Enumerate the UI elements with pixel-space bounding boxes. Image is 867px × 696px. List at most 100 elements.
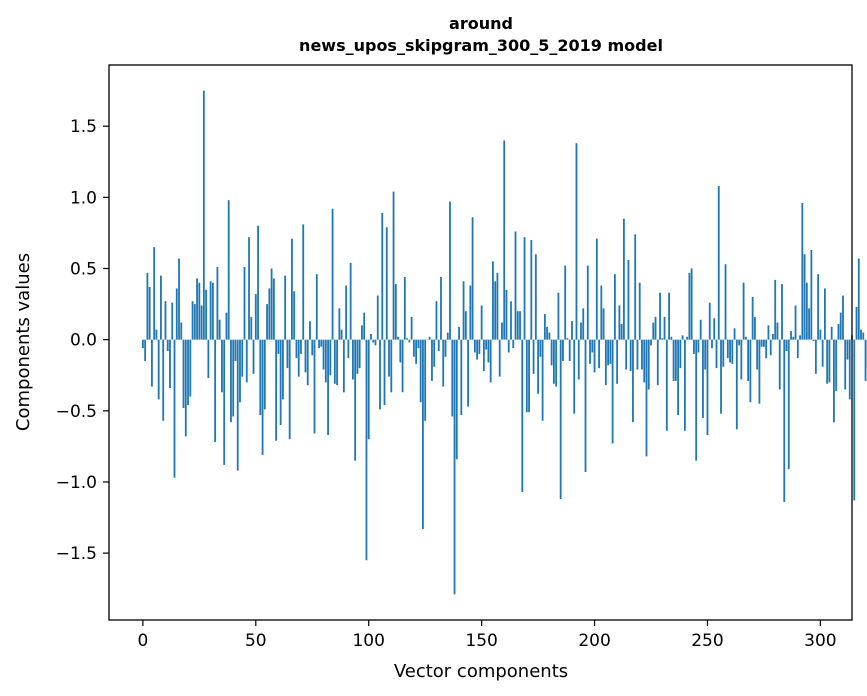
bar-10 <box>164 301 167 340</box>
bar-209 <box>613 274 616 340</box>
bar-94 <box>354 339 357 461</box>
bar-295 <box>808 308 810 340</box>
bar-56 <box>268 288 271 340</box>
y-axis-label: Components values <box>13 253 34 431</box>
bar-290 <box>796 339 799 359</box>
bar-307 <box>835 339 838 391</box>
bar-38 <box>227 200 230 340</box>
bar-189 <box>568 339 571 361</box>
bar-85 <box>333 339 336 384</box>
bar-125 <box>424 339 427 421</box>
bar-146 <box>471 217 474 340</box>
bar-140 <box>458 326 460 340</box>
bar-14 <box>173 339 176 478</box>
bar-205 <box>604 339 607 386</box>
bar-182 <box>552 339 555 384</box>
bar-2 <box>146 272 149 340</box>
bar-37 <box>225 312 228 340</box>
bar-266 <box>742 282 745 340</box>
bar-78 <box>318 339 320 349</box>
bar-236 <box>674 339 677 381</box>
bar-306 <box>833 339 835 423</box>
bar-159 <box>501 322 503 340</box>
bar-133 <box>442 339 445 387</box>
bar-232 <box>665 339 668 431</box>
bar-260 <box>729 339 731 363</box>
bar-71 <box>302 224 305 340</box>
bar-233 <box>668 292 670 340</box>
bar-212 <box>620 324 623 340</box>
bar-227 <box>654 316 657 340</box>
bar-161 <box>505 289 508 340</box>
bar-262 <box>733 328 736 340</box>
bar-234 <box>670 336 673 340</box>
bar-201 <box>595 238 598 340</box>
bar-249 <box>704 339 707 370</box>
bar-164 <box>512 339 515 349</box>
bar-51 <box>257 225 259 340</box>
bar-77 <box>315 274 318 340</box>
x-tick-label-50: 50 <box>245 631 267 651</box>
bar-66 <box>291 238 293 340</box>
bar-79 <box>320 339 323 347</box>
bar-214 <box>625 339 628 370</box>
bar-132 <box>440 277 442 340</box>
x-tick-label-100: 100 <box>352 631 384 651</box>
bar-0 <box>141 339 144 349</box>
bar-155 <box>492 261 494 340</box>
bar-221 <box>641 339 643 370</box>
bar-291 <box>799 335 801 340</box>
bar-156 <box>494 281 497 340</box>
bar-213 <box>623 218 625 340</box>
bar-220 <box>638 282 641 340</box>
bar-251 <box>708 302 711 340</box>
bar-41 <box>234 339 237 361</box>
bar-110 <box>390 339 393 393</box>
y-tick-label-3: 0.0 <box>70 331 97 351</box>
x-tick-label-250: 250 <box>691 631 723 651</box>
bar-103 <box>374 339 377 346</box>
bar-154 <box>489 339 492 383</box>
bar-183 <box>555 339 558 387</box>
bar-84 <box>331 208 334 340</box>
bar-255 <box>717 185 720 340</box>
bar-258 <box>724 264 727 340</box>
bar-54 <box>263 339 266 410</box>
bar-180 <box>548 332 551 340</box>
bar-124 <box>422 339 424 529</box>
bar-87 <box>338 308 341 340</box>
bar-311 <box>844 339 847 390</box>
bar-137 <box>451 339 454 417</box>
bar-3 <box>148 287 151 340</box>
bar-186 <box>562 339 564 361</box>
bar-165 <box>514 231 517 340</box>
bar-245 <box>695 339 698 461</box>
bar-241 <box>686 336 689 340</box>
bar-178 <box>543 314 546 340</box>
bar-9 <box>162 339 165 421</box>
bar-88 <box>340 329 343 340</box>
bar-113 <box>397 336 399 340</box>
bar-26 <box>200 305 203 340</box>
bar-12 <box>169 339 171 389</box>
bar-90 <box>345 285 348 340</box>
bar-67 <box>293 291 296 340</box>
bar-174 <box>534 254 537 340</box>
bar-175 <box>537 339 539 394</box>
bar-73 <box>306 339 309 386</box>
bar-19 <box>184 339 187 437</box>
bar-242 <box>688 272 691 340</box>
bar-105 <box>379 339 381 410</box>
bar-235 <box>672 339 675 381</box>
x-axis: 0 50 100 150 200 250 300 <box>137 620 837 651</box>
bar-16 <box>178 258 180 340</box>
bar-315 <box>853 339 856 501</box>
bar-289 <box>794 305 797 340</box>
bar-63 <box>284 275 287 340</box>
bar-13 <box>171 302 174 340</box>
bar-111 <box>392 191 395 340</box>
bar-1 <box>144 339 147 361</box>
bar-237 <box>677 339 680 416</box>
y-tick-label-1: −1.0 <box>56 473 97 493</box>
